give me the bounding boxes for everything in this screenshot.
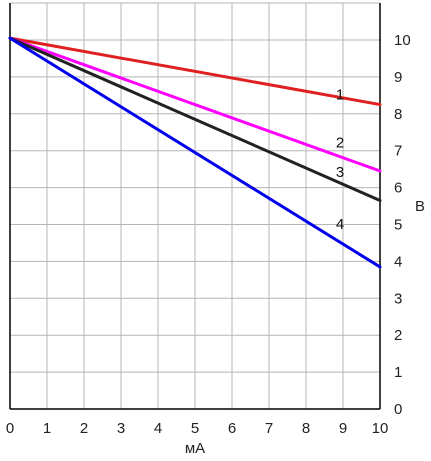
series-line-4 bbox=[8, 36, 382, 269]
x-tick-label: 0 bbox=[6, 420, 14, 437]
tick-labels: 0 1 2 3 4 5 6 7 8 9 10 0 1 2 3 4 5 6 7 8 9 10 bbox=[6, 32, 411, 437]
x-tick-label: 9 bbox=[339, 420, 347, 437]
y-tick-label: 1 bbox=[394, 364, 402, 381]
x-tick-label: 10 bbox=[372, 420, 389, 437]
x-axis-label: мА bbox=[185, 440, 205, 457]
series-label-4: 4 bbox=[336, 216, 344, 233]
x-tick-label: 5 bbox=[191, 420, 199, 437]
y-tick-label: 8 bbox=[394, 106, 402, 123]
x-tick-label: 1 bbox=[43, 420, 51, 437]
y-tick-label: 9 bbox=[394, 69, 402, 86]
y-tick-label: 5 bbox=[394, 217, 402, 234]
series-line-3 bbox=[8, 36, 382, 203]
y-tick-label: 4 bbox=[394, 253, 402, 270]
x-tick-label: 8 bbox=[302, 420, 310, 437]
x-tick-label: 4 bbox=[154, 420, 162, 437]
y-tick-label: 2 bbox=[394, 327, 402, 344]
y-axis-label: В bbox=[415, 198, 425, 215]
y-tick-label: 7 bbox=[394, 143, 402, 160]
x-tick-label: 6 bbox=[228, 420, 236, 437]
y-tick-label: 0 bbox=[394, 401, 402, 418]
series-line-1 bbox=[8, 36, 382, 107]
series-label-2: 2 bbox=[336, 135, 344, 152]
x-tick-label: 7 bbox=[265, 420, 273, 437]
y-tick-label: 6 bbox=[394, 180, 402, 197]
series-label-3: 3 bbox=[336, 164, 344, 181]
axes bbox=[9, 3, 381, 410]
series-line-2 bbox=[8, 36, 382, 173]
y-tick-label: 3 bbox=[394, 290, 402, 307]
series-lines: 1 2 3 4 bbox=[8, 36, 382, 269]
x-tick-label: 3 bbox=[117, 420, 125, 437]
series-label-1: 1 bbox=[336, 87, 344, 104]
y-tick-label: 10 bbox=[394, 32, 411, 49]
x-tick-label: 2 bbox=[80, 420, 88, 437]
